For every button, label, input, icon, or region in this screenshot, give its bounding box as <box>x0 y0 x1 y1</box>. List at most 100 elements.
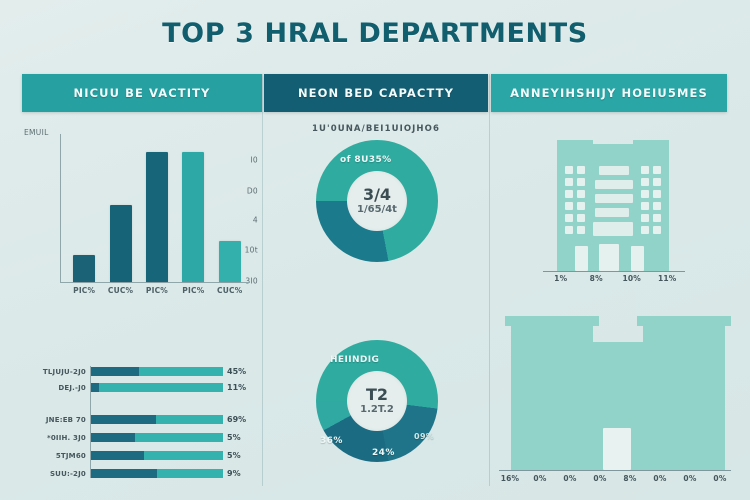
building-window <box>577 166 585 174</box>
building-band-window <box>593 222 633 236</box>
y-axis-line <box>60 134 61 282</box>
column-header-anesthesia: ANNEYIHSHIJY HOEIU5MES <box>491 74 727 112</box>
donut-slice-label-bottom: 24% <box>372 448 395 458</box>
row-value: 45% <box>227 367 247 376</box>
building-window <box>653 202 661 210</box>
row-bar <box>91 469 223 478</box>
bar-segment-dark <box>91 469 157 478</box>
bar-5 <box>218 240 241 282</box>
building-cornice-left <box>505 316 599 326</box>
building-window <box>653 226 661 234</box>
y-axis-tick-1: I0 <box>250 155 258 165</box>
row-label: *0IIH. 3J0 <box>46 433 86 442</box>
table-row: SUU:-2J0 9% <box>12 468 258 479</box>
row-bar <box>91 433 223 442</box>
axis-tick-7: 0% <box>683 474 697 483</box>
building-cornice-right <box>637 316 731 326</box>
bar-segment-light <box>99 383 223 392</box>
donut-center-label: 3/4 1/65/4t <box>347 171 407 231</box>
bar-segment-light <box>143 451 223 460</box>
donut-slice-label-top: HEIINDIG <box>330 355 380 365</box>
y-axis-tick-4: 10t <box>244 245 258 255</box>
building-window <box>565 226 573 234</box>
row-value: 9% <box>227 469 241 478</box>
row-bar <box>91 415 223 424</box>
donut-slice-label: of 8U35% <box>340 155 392 165</box>
axis-tick-4: 0% <box>593 474 607 483</box>
building-window <box>577 226 585 234</box>
row-bar <box>91 451 223 460</box>
building-band-window <box>599 166 629 175</box>
axis-tick-3: 10% <box>622 274 642 283</box>
page-title: TOP 3 HRAL DEPARTMENTS <box>162 18 588 49</box>
x-tick-2: CUC% <box>107 286 134 295</box>
bar-segment-light <box>139 367 223 376</box>
bar-segment-dark <box>91 367 140 376</box>
bar-segment-light <box>157 469 223 478</box>
x-axis-tick-labels: PIC% CUC% PIC% PIC% CUC% <box>66 286 248 295</box>
building-illustration-bottom: 16% 0% 0% 0% 8% 0% 0% 0% <box>495 306 745 491</box>
building-window <box>641 166 649 174</box>
y-axis-tick-2: D0 <box>246 186 258 196</box>
axis-tick-labels: 16% 0% 0% 0% 8% 0% 0% 0% <box>495 474 735 483</box>
building-window <box>565 214 573 222</box>
axis-line <box>543 271 685 272</box>
building-window <box>577 190 585 198</box>
table-row: DEJ.-J0 11% <box>12 382 258 393</box>
building-window <box>577 178 585 186</box>
axis-tick-4: 11% <box>657 274 677 283</box>
axis-tick-1: 16% <box>500 474 520 483</box>
building-window <box>577 214 585 222</box>
building-window <box>641 178 649 186</box>
building-entrance <box>599 244 619 271</box>
bar-segment-dark <box>91 451 144 460</box>
bar-segment-dark <box>91 415 156 424</box>
donut-slice-label-left: 36% <box>320 436 343 446</box>
axis-tick-2: 0% <box>533 474 547 483</box>
axis-tick-2: 8% <box>589 274 603 283</box>
vertical-bar-chart: EMUIL I0 D0 4 10t 3I0 PIC% CUC% PIC% PIC… <box>22 128 258 298</box>
table-row: TLJUJU-2J0 45% <box>12 366 258 377</box>
horizontal-bar-chart: TLJUJU-2J0 45% DEJ.-J0 11% JNE:EB 70 69% <box>12 362 258 484</box>
building-illustration-top: 1% 8% 10% 11% <box>495 126 745 291</box>
column-separator-right <box>489 74 490 486</box>
row-label: TLJUJU-2J0 <box>42 367 86 376</box>
row-value: 69% <box>227 415 247 424</box>
row-value: 5% <box>227 451 241 460</box>
donut-center-secondary: 1.2T.2 <box>360 403 394 415</box>
bar-segment-light <box>155 415 223 424</box>
donut-top-title: 1U'0UNA/BEI1UIOJHO6 <box>311 124 440 134</box>
donut-slice-label-right: 09% <box>414 432 435 441</box>
axis-tick-labels: 1% 8% 10% 11% <box>543 274 685 283</box>
building-window <box>653 178 661 186</box>
donut-center-secondary: 1/65/4t <box>357 203 397 215</box>
axis-tick-1: 1% <box>554 274 568 283</box>
x-tick-5: CUC% <box>217 286 243 295</box>
building-window <box>577 202 585 210</box>
building-window <box>641 190 649 198</box>
axis-line <box>499 470 731 471</box>
bar-2 <box>109 205 132 282</box>
axis-tick-5: 8% <box>623 474 637 483</box>
y-axis-tick-3: 4 <box>252 215 258 225</box>
bar-segment-light <box>134 433 223 442</box>
building-wing-left <box>511 322 593 470</box>
building-window <box>565 166 573 174</box>
building-entry-pillar <box>575 246 588 271</box>
column-header-bed-capacity: NEON BED CAPACTTY <box>264 74 488 112</box>
bar-1 <box>73 255 96 282</box>
bar-3 <box>145 151 168 282</box>
column-separator-left <box>262 74 263 486</box>
building-window <box>653 190 661 198</box>
row-bar <box>91 383 223 392</box>
building-window <box>641 202 649 210</box>
bar-series <box>66 134 248 282</box>
row-value: 11% <box>227 383 247 392</box>
building-window <box>565 178 573 186</box>
building-roof-left <box>557 140 593 150</box>
y-axis-title: EMUIL <box>24 128 49 137</box>
building-band-window <box>595 208 629 217</box>
x-axis-line <box>60 282 250 283</box>
building-window <box>565 202 573 210</box>
